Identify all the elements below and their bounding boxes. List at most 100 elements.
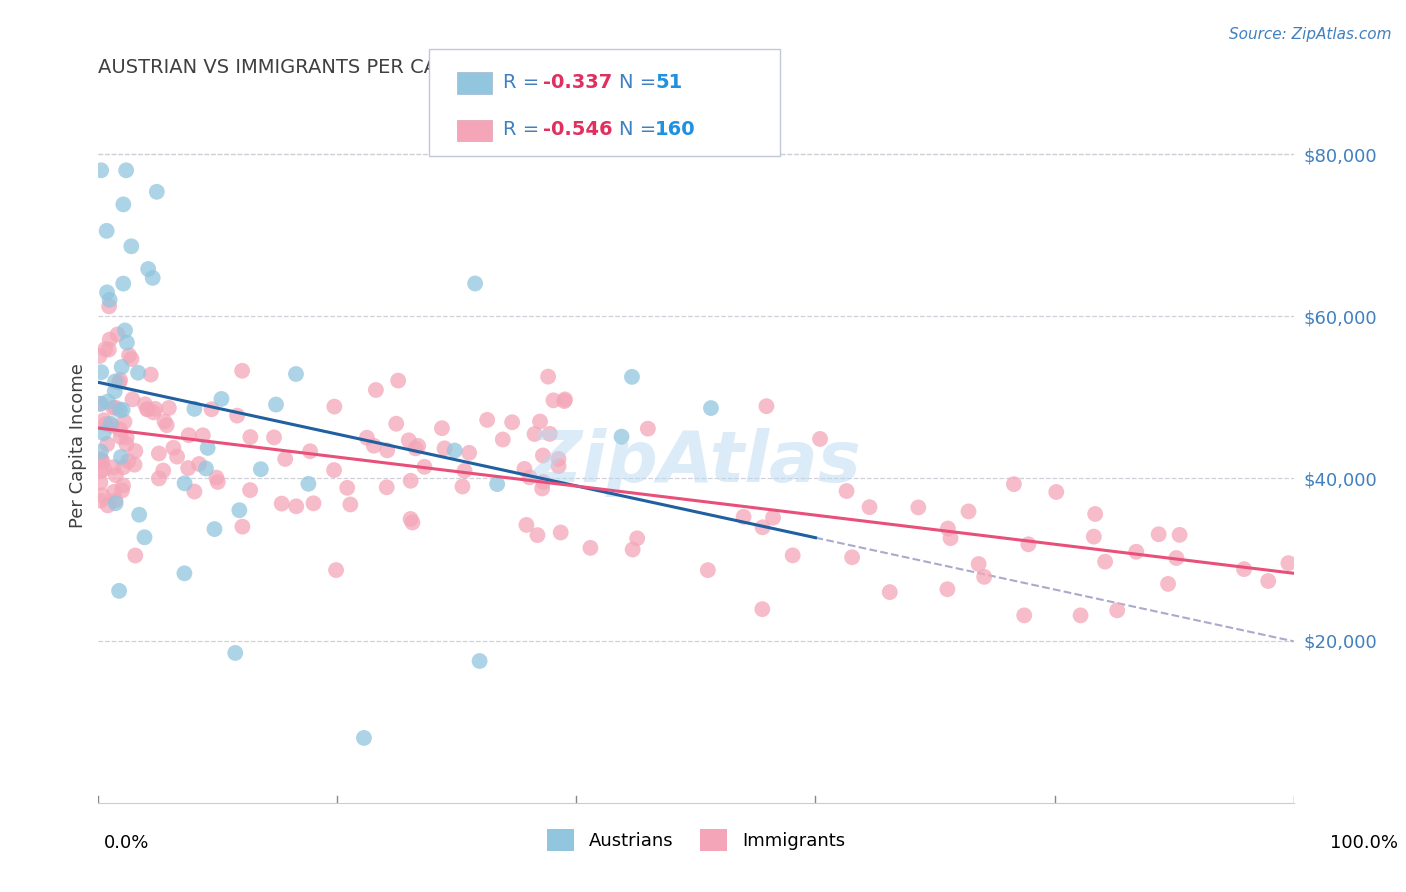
Point: [152, 464, 174, 478]
Point: [579, 541, 602, 555]
Point: [104, 468, 127, 483]
Point: [398, 434, 420, 448]
Point: [194, 461, 217, 475]
Point: [1045, 485, 1067, 500]
Point: [120, 239, 142, 253]
Point: [430, 421, 453, 435]
Point: [93, 426, 115, 441]
Point: [104, 493, 127, 508]
Point: [302, 496, 325, 510]
Point: [1277, 556, 1299, 570]
Point: [97, 499, 120, 513]
Point: [808, 432, 831, 446]
Point: [433, 442, 456, 456]
Point: [127, 366, 149, 380]
Point: [523, 427, 546, 442]
Point: [224, 646, 246, 660]
Point: [323, 400, 346, 414]
Point: [696, 563, 718, 577]
Point: [858, 500, 880, 515]
Point: [274, 452, 297, 467]
Point: [177, 428, 200, 442]
Point: [104, 384, 127, 399]
Point: [486, 477, 509, 491]
Point: [263, 430, 285, 444]
Text: ZipAtlas: ZipAtlas: [530, 428, 862, 497]
Point: [285, 500, 308, 514]
Point: [136, 402, 159, 417]
Point: [879, 585, 901, 599]
Point: [475, 413, 498, 427]
Point: [89, 454, 111, 468]
Point: [98, 299, 121, 313]
Point: [200, 402, 222, 417]
Point: [183, 401, 205, 416]
Point: [98, 333, 121, 347]
Point: [375, 480, 398, 494]
Text: 51: 51: [655, 72, 682, 92]
Point: [1125, 545, 1147, 559]
Point: [453, 464, 475, 478]
Point: [468, 654, 491, 668]
Y-axis label: Per Capita Income: Per Capita Income: [69, 364, 87, 528]
Point: [285, 367, 308, 381]
Point: [166, 450, 188, 464]
Point: [967, 557, 990, 571]
Point: [936, 521, 959, 535]
Point: [148, 446, 170, 460]
Point: [339, 498, 361, 512]
Point: [110, 450, 132, 464]
Point: [96, 224, 118, 238]
Point: [103, 484, 125, 499]
Point: [228, 503, 250, 517]
Point: [610, 430, 633, 444]
Point: [239, 483, 262, 497]
Point: [250, 462, 273, 476]
Text: 100.0%: 100.0%: [1330, 834, 1398, 852]
Point: [112, 478, 135, 492]
Point: [173, 566, 195, 581]
Text: N =: N =: [619, 120, 662, 139]
Point: [173, 476, 195, 491]
Point: [111, 359, 134, 374]
Point: [143, 401, 166, 416]
Point: [136, 262, 159, 277]
Point: [531, 475, 554, 489]
Text: Source: ZipAtlas.com: Source: ZipAtlas.com: [1229, 27, 1392, 42]
Point: [157, 401, 180, 415]
Point: [700, 401, 723, 415]
Point: [108, 403, 131, 417]
Point: [114, 323, 136, 337]
Point: [188, 457, 211, 471]
Point: [134, 530, 156, 544]
Point: [90, 493, 112, 508]
Point: [553, 394, 575, 409]
Point: [111, 483, 134, 498]
Point: [94, 417, 117, 431]
Point: [128, 508, 150, 522]
Point: [513, 462, 536, 476]
Point: [153, 414, 176, 428]
Point: [114, 415, 136, 429]
Point: [375, 443, 398, 458]
Point: [108, 373, 131, 387]
Point: [751, 520, 773, 534]
Point: [91, 488, 114, 502]
Point: [108, 422, 131, 436]
Point: [94, 342, 117, 356]
Point: [325, 563, 347, 577]
Point: [458, 446, 481, 460]
Point: [464, 277, 486, 291]
Point: [782, 549, 804, 563]
Point: [543, 393, 565, 408]
Point: [112, 197, 135, 211]
Point: [973, 570, 995, 584]
Text: N =: N =: [619, 72, 662, 92]
Point: [89, 349, 111, 363]
Point: [90, 163, 112, 178]
Point: [124, 444, 146, 458]
Point: [1166, 551, 1188, 566]
Point: [515, 517, 537, 532]
Point: [90, 365, 112, 379]
Text: 160: 160: [655, 120, 696, 139]
